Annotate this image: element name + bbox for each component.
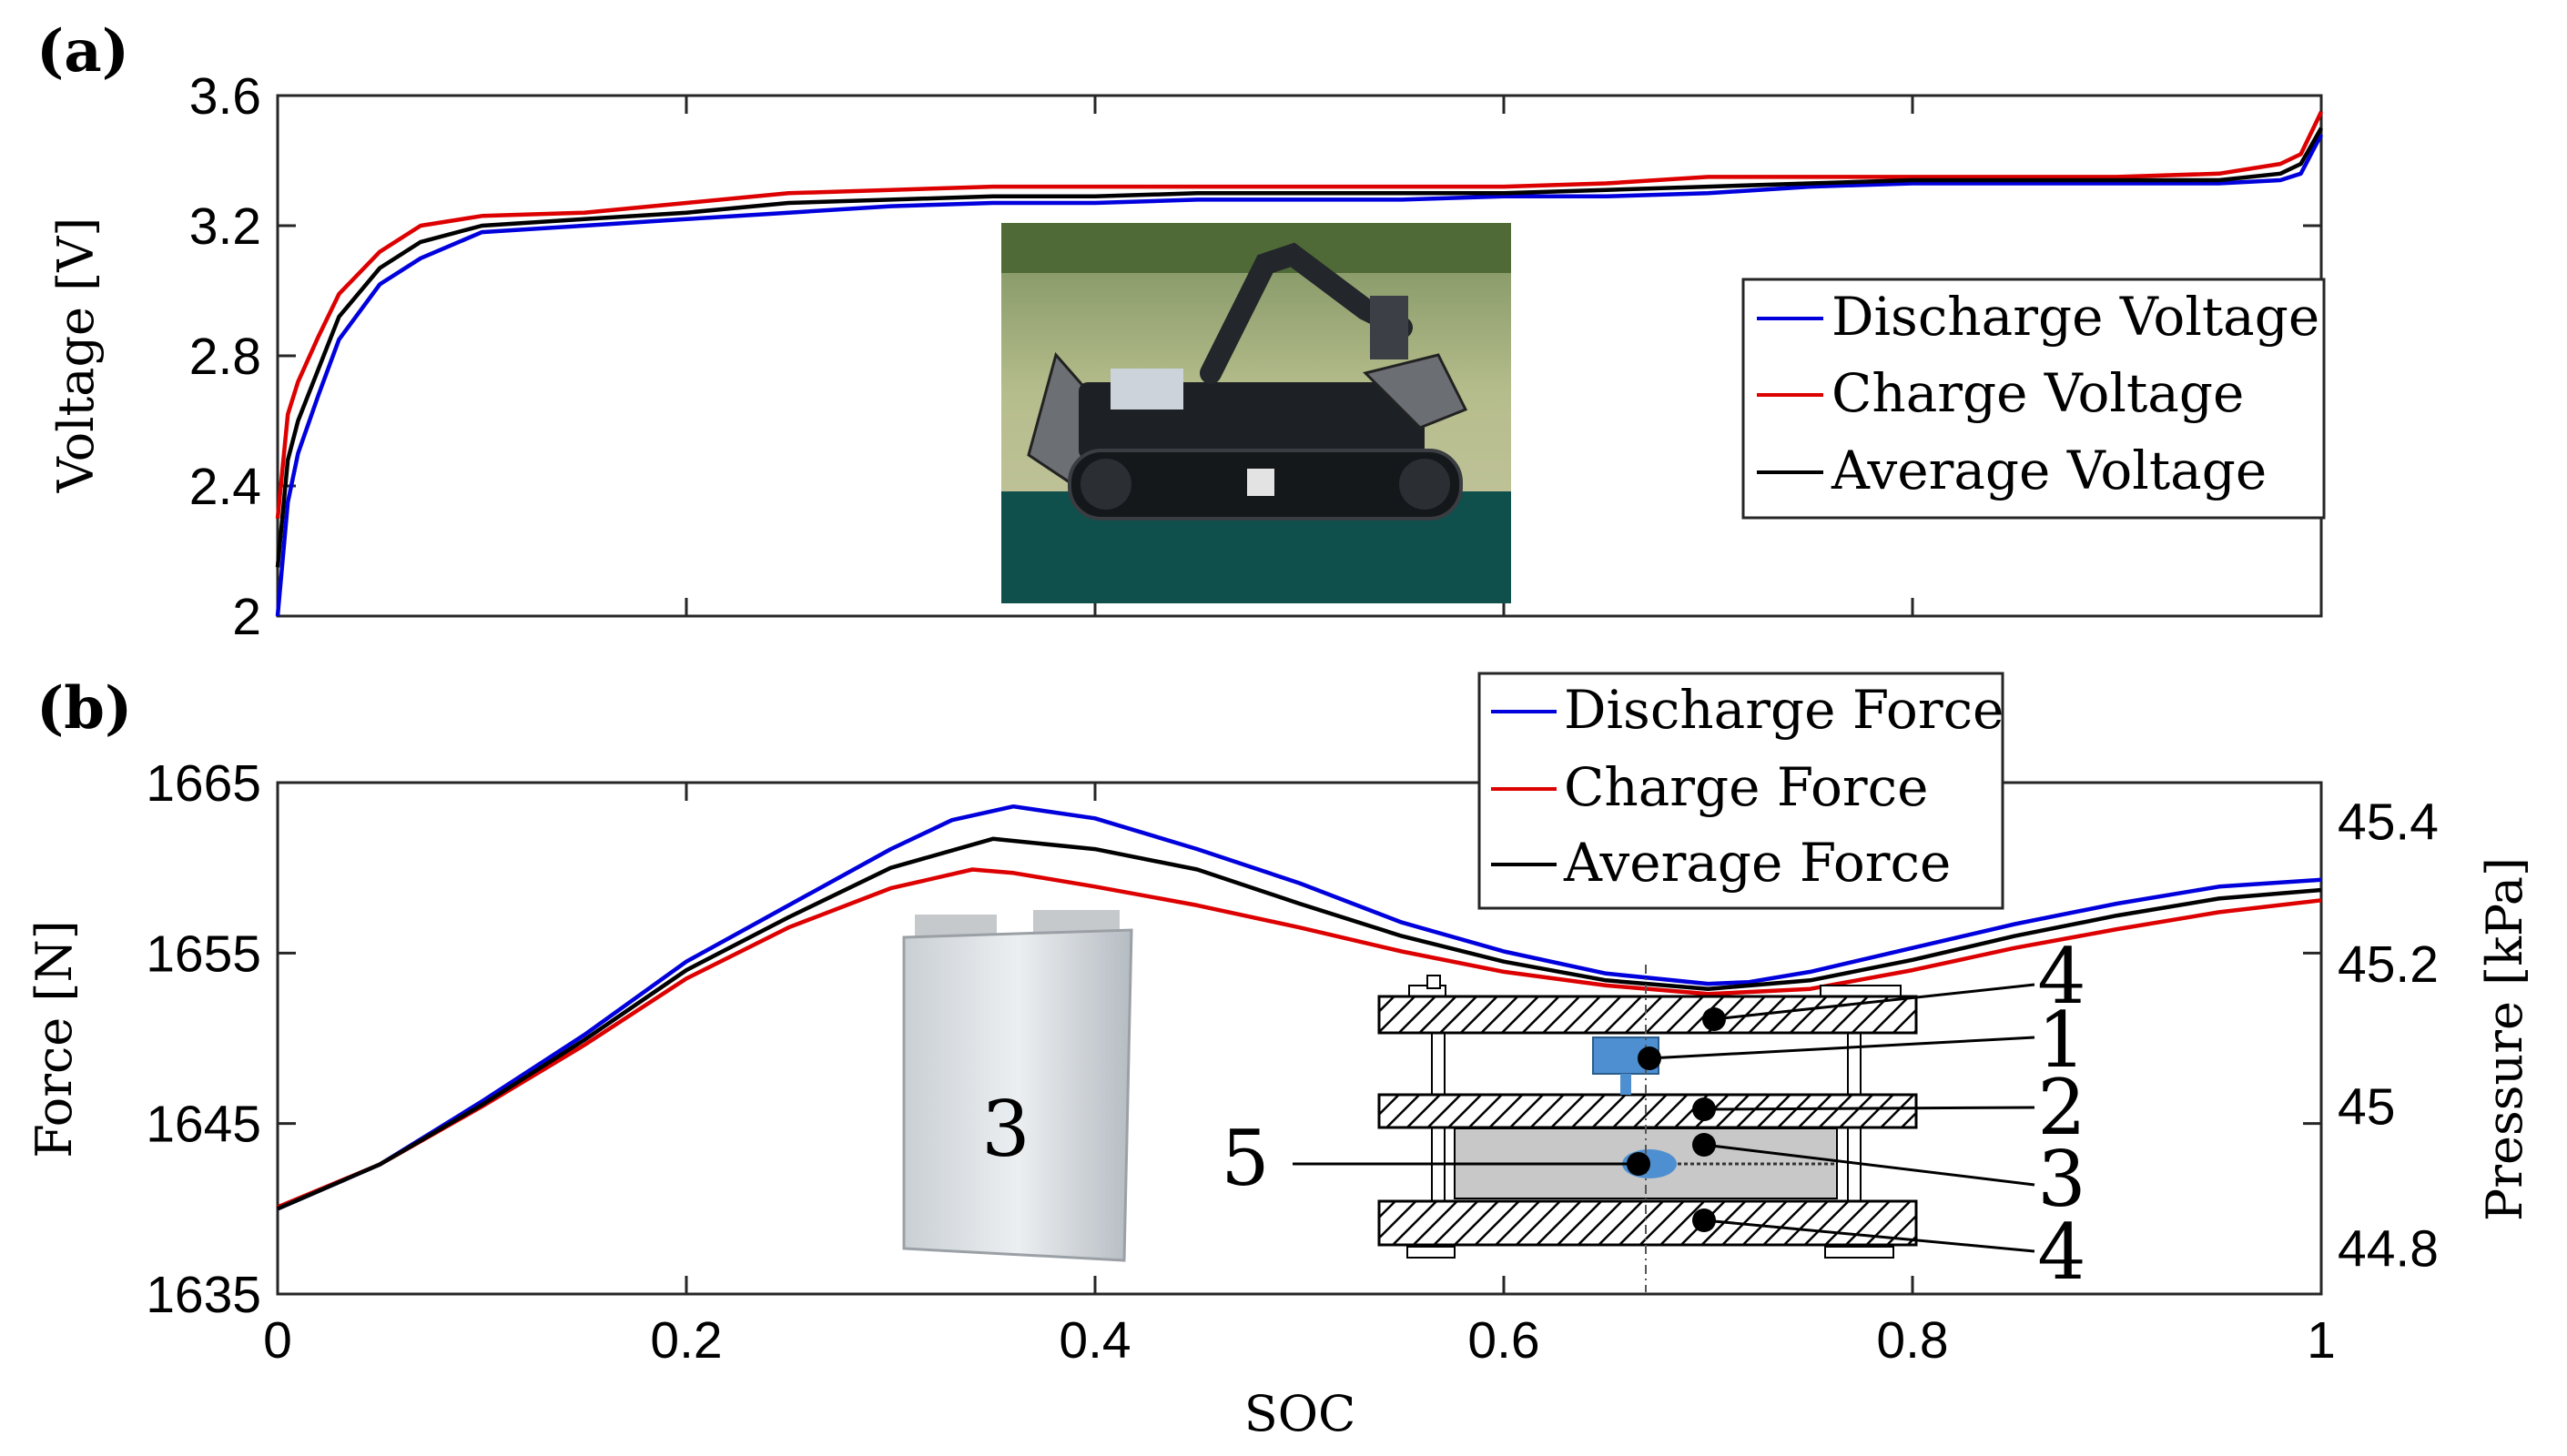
y2tick-label: 44.8	[2338, 1220, 2439, 1279]
chart-b-ylabel: Force [N]	[25, 920, 83, 1158]
rig-label-load-cell: 1	[2037, 996, 2085, 1085]
chart-b-y2ticks: 44.8 45 45.2 45.4	[2338, 794, 2439, 1279]
chart-a-series	[275, 110, 2324, 617]
series-charge-voltage	[275, 110, 2324, 520]
xtick-label: 1	[2307, 1311, 2336, 1370]
pouch-cell-photo: 3	[902, 910, 1133, 1262]
rig-label-cell: 3	[2037, 1135, 2085, 1224]
panel-a-label: (a)	[36, 17, 129, 86]
ytick-label: 1635	[146, 1266, 261, 1324]
legend-label-charge-force: Charge Force	[1564, 756, 1928, 818]
chart-a-yticks: 2 2.4 2.8 3.2 3.6	[189, 67, 2321, 646]
y2tick-label: 45.2	[2338, 935, 2439, 994]
series-discharge-voltage	[275, 133, 2323, 617]
rig-label-bottom-plate: 4	[2037, 1208, 2085, 1297]
chart-b-xticks: 0 0.2 0.4 0.6 0.8 1	[263, 783, 2336, 1370]
chart-a: 2 2.4 2.8 3.2 3.6 Voltage [V]	[47, 67, 2326, 646]
ytick-label: 1665	[146, 754, 261, 813]
series-charge-force	[277, 867, 2322, 1209]
y2tick-label: 45.4	[2338, 794, 2439, 852]
legend-label-discharge-voltage: Discharge Voltage	[1831, 286, 2319, 348]
panel-b-label: (b)	[36, 674, 132, 743]
ytick-label: 2	[232, 588, 261, 646]
rig-label-top-plate: 4	[2037, 932, 2085, 1021]
rig-label-sensor: 5	[1221, 1114, 1269, 1203]
ytick-label: 3.2	[189, 197, 261, 256]
series-average-voltage	[275, 126, 2323, 568]
ytick-label: 2.4	[189, 458, 261, 516]
series-discharge-force	[277, 804, 2322, 1211]
xtick-label: 0.6	[1467, 1311, 1539, 1370]
chart-b-series	[277, 804, 2322, 1211]
chart-b-legend: Discharge Force Charge Force Average For…	[1477, 672, 2004, 910]
legend-label-charge-voltage: Charge Voltage	[1831, 362, 2244, 424]
ytick-label: 1655	[146, 925, 261, 983]
legend-label-discharge-force: Discharge Force	[1564, 679, 2004, 741]
chart-a-ylabel: Voltage [V]	[47, 217, 105, 494]
ytick-label: 1645	[146, 1096, 261, 1154]
xtick-label: 0	[263, 1311, 292, 1370]
legend-label-average-force: Average Force	[1563, 832, 1951, 894]
series-average-force	[277, 836, 2322, 1211]
rig-label-middle-plate: 2	[2037, 1063, 2085, 1152]
ytick-label: 2.8	[189, 328, 261, 386]
test-rig-diagram: 4 1 2 3 4 5	[1221, 932, 2085, 1297]
chart-b-y2label: Pressure [kPa]	[2476, 857, 2533, 1221]
ytick-label: 3.6	[189, 67, 261, 126]
legend-label-average-voltage: Average Voltage	[1831, 440, 2267, 501]
chart-b-legend-box	[1477, 672, 2004, 910]
chart-a-legend: Discharge Voltage Charge Voltage Average…	[1741, 278, 2326, 520]
xtick-label: 0.8	[1876, 1311, 1948, 1370]
chart-b-yticks: 1635 1645 1655 1665	[146, 754, 2321, 1324]
cell-number-label: 3	[981, 1085, 1030, 1174]
xtick-label: 0.2	[650, 1311, 722, 1370]
chart-a-legend-box	[1741, 278, 2326, 520]
y2tick-label: 45	[2338, 1077, 2395, 1136]
robot-photo	[1001, 223, 1511, 603]
xtick-label: 0.4	[1059, 1311, 1131, 1370]
chart-b-xlabel: SOC	[1244, 1385, 1356, 1442]
